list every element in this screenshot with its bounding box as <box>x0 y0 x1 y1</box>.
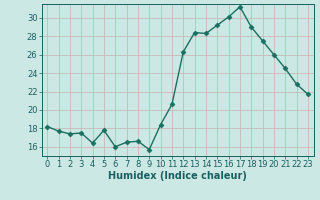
X-axis label: Humidex (Indice chaleur): Humidex (Indice chaleur) <box>108 171 247 181</box>
